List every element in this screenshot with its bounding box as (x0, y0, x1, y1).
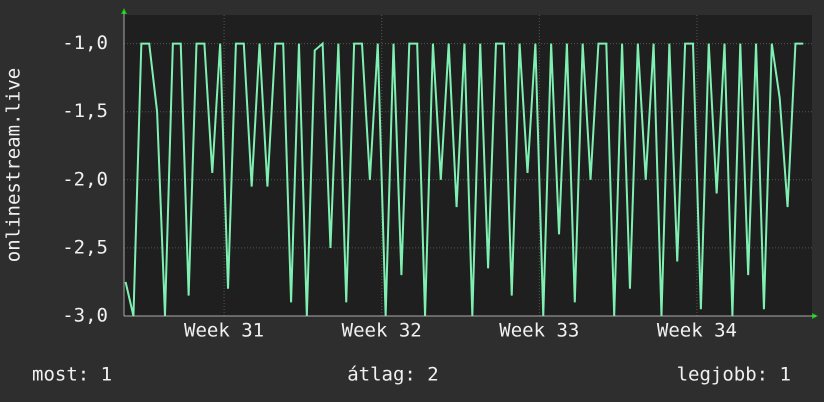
x-tick-label: Week 33 (499, 320, 579, 342)
y-axis-label: onlinestream.live (3, 68, 25, 262)
data-line (124, 41, 804, 317)
y-tick-label: -2,5 (62, 236, 108, 258)
x-tick-label: Week 32 (342, 320, 422, 342)
stat: most: 1 (32, 364, 112, 386)
x-tick-label: Week 31 (184, 320, 264, 342)
x-tick-label: Week 34 (657, 320, 737, 342)
stat: legjobb: 1 (677, 364, 791, 386)
y-tick-label: -3,0 (62, 305, 108, 327)
y-tick-label: -2,0 (62, 168, 108, 190)
y-tick-label: -1,5 (62, 100, 108, 122)
y-tick-label: -1,0 (62, 32, 108, 54)
stat: átlag: 2 (347, 364, 439, 386)
